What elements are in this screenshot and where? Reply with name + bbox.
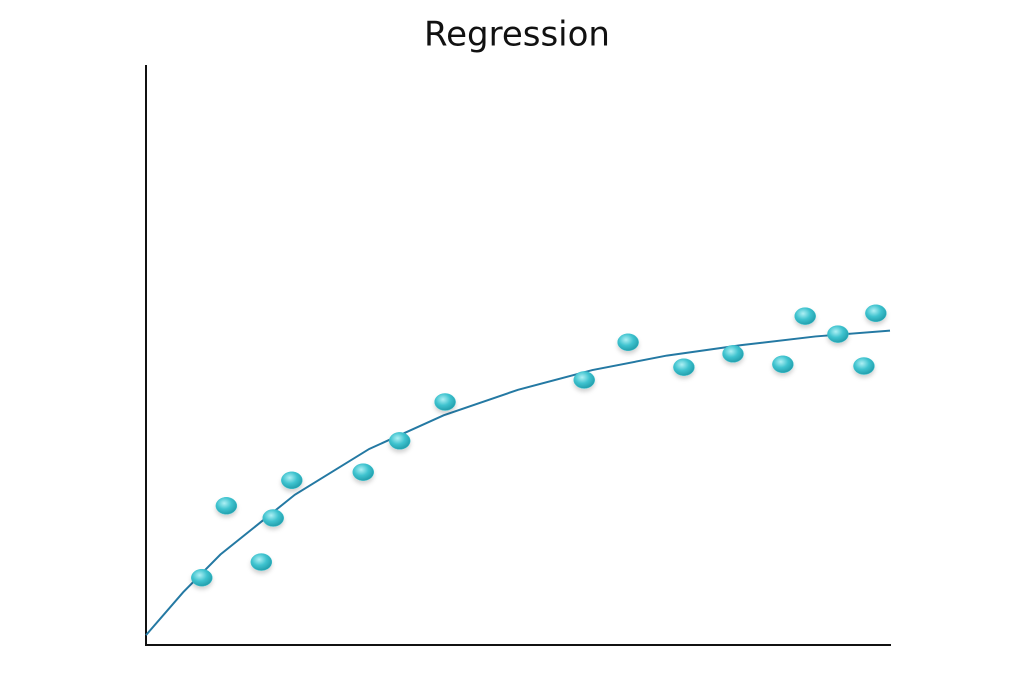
- point: [865, 304, 887, 322]
- point: [191, 568, 213, 587]
- point: [772, 355, 794, 374]
- point: [388, 432, 411, 450]
- point: [673, 358, 695, 376]
- point: [250, 553, 273, 571]
- point: [617, 333, 639, 351]
- point: [827, 325, 849, 343]
- point: [573, 371, 595, 389]
- point: [215, 497, 238, 515]
- point: [853, 357, 875, 375]
- point: [352, 463, 374, 481]
- chart-title: Regression: [424, 15, 610, 55]
- fit-curve: [145, 329, 891, 636]
- point: [794, 307, 816, 325]
- point: [262, 509, 284, 527]
- point: [434, 393, 456, 411]
- point: [281, 471, 303, 490]
- point: [722, 345, 744, 363]
